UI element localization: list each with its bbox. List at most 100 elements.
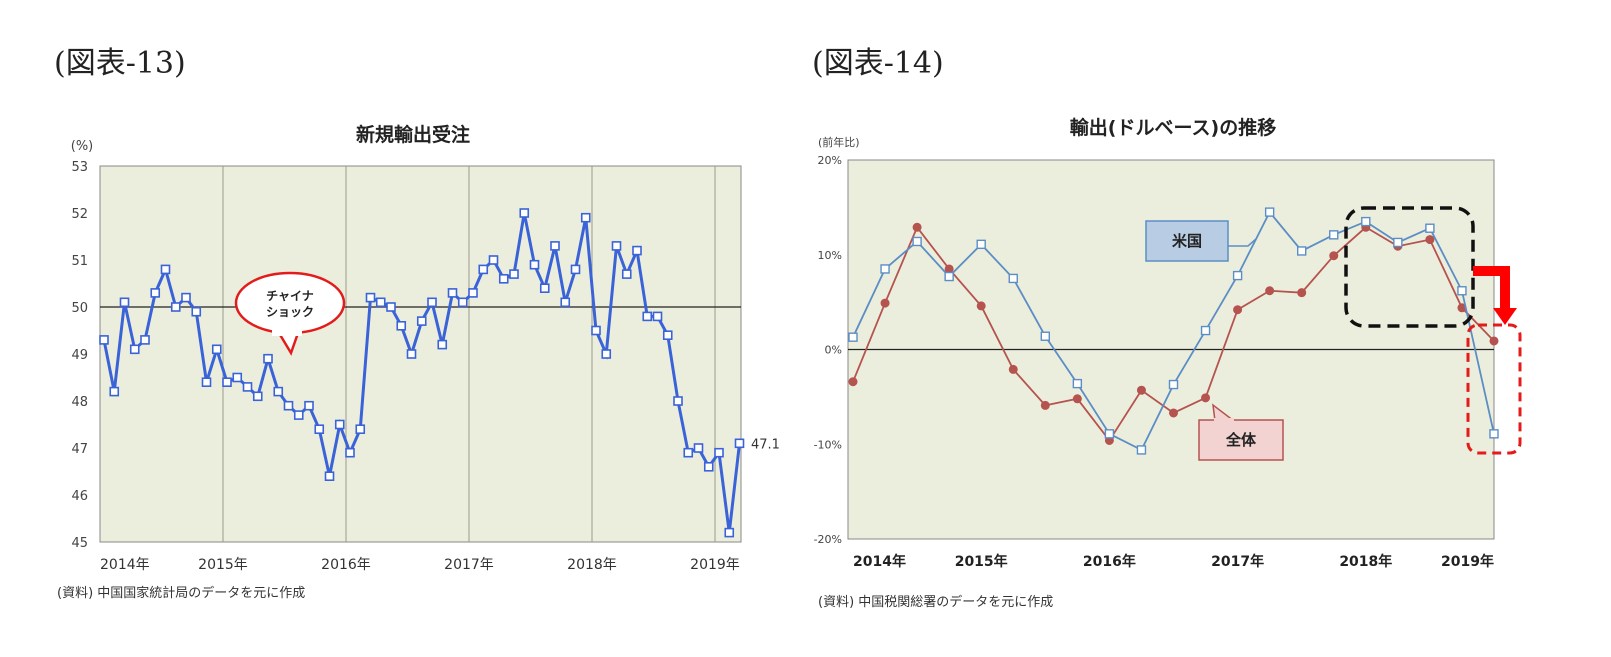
- chart13-data-point: [242, 382, 253, 392]
- legend-callout-total: 全体: [1198, 403, 1284, 461]
- chart14-point-total: [976, 301, 986, 311]
- chart14-point-total: [1136, 385, 1146, 395]
- chart13-data-point: [386, 302, 396, 312]
- chart13-data-point: [703, 461, 714, 472]
- chart14-point-us: [880, 264, 890, 274]
- chart14-x-tick-label: 2019年: [1441, 553, 1494, 570]
- chart14-x-tick-label: 2014年: [853, 553, 906, 570]
- chart14-point-total: [1425, 235, 1435, 245]
- chart13-y-tick-label: 51: [71, 254, 88, 269]
- chart13-x-tick-label: 2014年: [100, 557, 150, 573]
- chart14-x-tick-label: 2018年: [1339, 553, 1392, 570]
- chart13-x-tick-label: 2019年: [690, 557, 740, 573]
- chart14-point-total: [1329, 251, 1339, 261]
- chart13-data-point: [119, 297, 130, 308]
- chart13-data-point: [642, 311, 653, 322]
- chart13-data-point: [396, 320, 407, 331]
- chart13-data-point: [375, 297, 386, 308]
- chart13-data-point: [550, 241, 560, 251]
- chart14-y-tick-label: 0%: [825, 344, 842, 357]
- chart13-data-point: [693, 443, 704, 453]
- chart14-point-us: [1361, 216, 1371, 227]
- chart13-y-tick-label: 50: [71, 301, 88, 316]
- chart13-data-point: [509, 269, 519, 279]
- chart13-data-point: [181, 292, 191, 303]
- chart13-data-point: [621, 269, 632, 279]
- chart13-data-point: [129, 344, 140, 355]
- china-shock-callout: チャイナ ショック: [234, 271, 346, 356]
- chart14-point-total: [1489, 336, 1499, 346]
- chart13-data-point: [293, 410, 304, 420]
- chart13-data-point: [601, 349, 612, 359]
- chart13-data-point: [714, 447, 724, 458]
- chart13-data-point: [611, 241, 622, 251]
- chart13-data-point: [457, 297, 468, 308]
- chart13-y-tick-label: 49: [71, 348, 88, 363]
- chart13-series: [99, 208, 745, 538]
- chart13-data-point: [150, 288, 161, 298]
- chart13-data-point: [170, 302, 181, 312]
- chart13-data-point: [222, 377, 232, 388]
- chart13-data-point: [591, 325, 601, 336]
- chart14-point-total: [1008, 364, 1018, 374]
- chart14-y-ticks: -20% -10% 0% 10% 20%: [814, 154, 842, 546]
- chart13-data-point: [263, 353, 273, 364]
- chart14-point-total: [1201, 393, 1211, 403]
- chart13-data-point: [252, 391, 263, 402]
- chart14-point-us: [1040, 331, 1051, 341]
- chart14-point-total: [1169, 408, 1178, 418]
- chart14-x-tick-label: 2017年: [1211, 553, 1264, 570]
- chart13-x-tick-label: 2018年: [567, 557, 617, 573]
- chart13-data-point: [365, 292, 376, 303]
- chart14-point-us: [848, 332, 858, 342]
- chart13-data-point: [539, 283, 550, 294]
- chart13-data-point: [683, 447, 694, 458]
- chart13-y-tick-label: 52: [71, 207, 88, 222]
- chart13-x-tick-label: 2017年: [444, 557, 494, 573]
- chart13-title: 新規輸出受注: [356, 123, 470, 146]
- chart14-point-us: [1072, 378, 1083, 389]
- highlight-box-latest: [1466, 323, 1522, 455]
- chart13-data-point: [437, 339, 448, 350]
- chart13-data-point: [427, 297, 437, 308]
- chart14-source-note: (資料) 中国税関総署のデータを元に作成: [818, 594, 1053, 610]
- chart13-data-point: [232, 372, 243, 383]
- chart13-gridlines: [222, 166, 716, 542]
- chart13-data-point: [673, 396, 683, 406]
- chart13-data-point: [488, 255, 499, 265]
- chart13-y-ticks: 45 46 47 48 49 50 51 52 53: [71, 160, 88, 551]
- chart13-x-ticks: 2014年 2015年 2016年 2017年 2018年 2019年: [100, 557, 740, 573]
- chart13-data-point: [109, 386, 120, 397]
- chart14-point-us: [1264, 207, 1275, 217]
- figure-13-label: (図表-13): [54, 46, 186, 81]
- drop-arrow: [1473, 266, 1517, 325]
- chart13-data-point: [334, 419, 345, 430]
- chart13-y-tick-label: 46: [71, 489, 88, 504]
- chart13-data-point: [324, 471, 335, 482]
- chart13-source-note: (資料) 中国国家統計局のデータを元に作成: [57, 585, 305, 601]
- chart13-data-point: [734, 438, 745, 449]
- chart14-point-us: [1168, 379, 1179, 390]
- chart14-point-us: [1008, 273, 1018, 284]
- chart13-data-point: [99, 335, 109, 345]
- china-shock-callout-line1: チャイナ: [266, 289, 314, 303]
- chart13-data-point: [570, 264, 581, 275]
- chart14-point-us: [1232, 270, 1243, 281]
- chart14-series: [848, 207, 1499, 455]
- chart14-point-total: [1297, 288, 1307, 298]
- chart13-data-point: [529, 259, 540, 270]
- chart13-y-tick-label: 53: [71, 160, 88, 175]
- chart14-point-us: [1393, 237, 1403, 248]
- chart13-data-point: [662, 330, 673, 341]
- chart13-data-point: [160, 264, 171, 275]
- chart13-data-point: [304, 400, 314, 411]
- chart13-data-point: [140, 335, 150, 345]
- chart14-point-total: [912, 222, 922, 232]
- chart13-data-point: [355, 424, 366, 435]
- chart13-data-point: [498, 273, 509, 284]
- chart13-end-value-label: 47.1: [751, 437, 780, 452]
- chart14-point-us: [1329, 230, 1339, 240]
- chart14-title: 輸出(ドルベース)の推移: [1070, 116, 1276, 139]
- chart14-point-us: [944, 271, 954, 282]
